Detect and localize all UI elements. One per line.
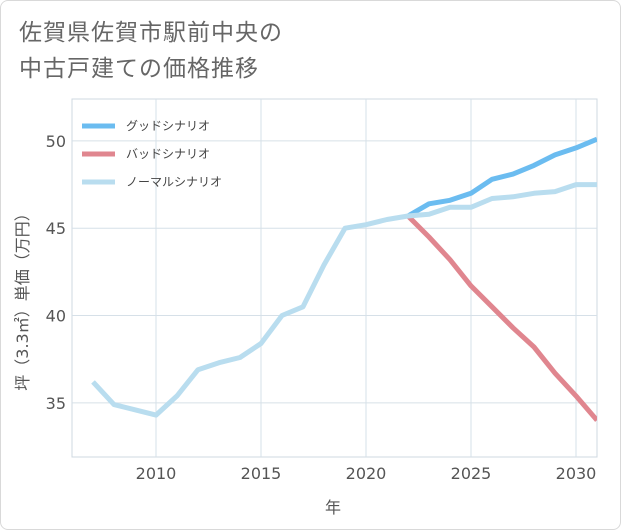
y-tick-label: 45: [46, 219, 66, 238]
x-tick-label: 2010: [136, 464, 177, 483]
x-tick-label: 2020: [346, 464, 387, 483]
series-line-3: [91, 182, 597, 418]
x-axis-label: 年: [325, 498, 341, 517]
chart-title-line-2: 中古戸建ての価格推移: [19, 56, 259, 82]
plot-area-border: [71, 98, 598, 458]
x-tick-label: 2025: [451, 464, 492, 483]
y-tick-label: 35: [46, 394, 66, 413]
series-lines: [91, 136, 597, 422]
y-tick-label: 40: [46, 307, 66, 326]
legend-label: ノーマルシナリオ: [126, 175, 222, 189]
x-tick-label: 2030: [556, 464, 597, 483]
axis-ticks: 2010 2015 2020 2025 2030 35 40 45 50: [46, 132, 597, 483]
chart-title: 佐賀県佐賀市駅前中央の 中古戸建ての価格推移: [19, 15, 283, 87]
series-line-1: [406, 136, 597, 219]
chart-title-line-1: 佐賀県佐賀市駅前中央の: [19, 20, 283, 46]
y-tick-label: 50: [46, 132, 66, 151]
y-axis-label: 坪（3.3㎡）単価（万円）: [13, 205, 32, 390]
x-tick-label: 2015: [241, 464, 282, 483]
legend-label: バッドシナリオ: [126, 147, 210, 161]
legend-label: グッドシナリオ: [126, 119, 210, 133]
series-line-2: [406, 214, 597, 422]
